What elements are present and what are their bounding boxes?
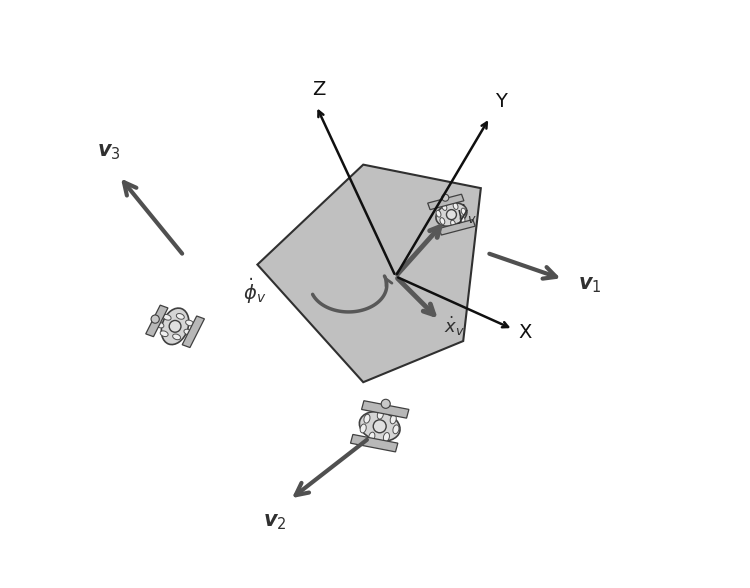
Ellipse shape — [161, 308, 189, 345]
Ellipse shape — [393, 425, 399, 434]
Text: Y: Y — [496, 92, 507, 111]
Ellipse shape — [436, 211, 441, 217]
Text: $\dot{\phi}_v$: $\dot{\phi}_v$ — [243, 276, 266, 306]
Text: X: X — [518, 323, 532, 342]
Text: Z: Z — [313, 80, 326, 99]
Ellipse shape — [360, 424, 366, 433]
Ellipse shape — [436, 203, 467, 226]
Circle shape — [446, 210, 457, 220]
Polygon shape — [439, 219, 476, 235]
Ellipse shape — [359, 412, 400, 441]
Ellipse shape — [364, 415, 370, 423]
Ellipse shape — [156, 322, 164, 328]
Ellipse shape — [377, 410, 383, 419]
Polygon shape — [427, 194, 464, 210]
Polygon shape — [146, 305, 168, 337]
Circle shape — [381, 399, 390, 408]
Text: $\boldsymbol{v}_2$: $\boldsymbol{v}_2$ — [263, 512, 287, 532]
Circle shape — [442, 194, 448, 201]
Ellipse shape — [383, 433, 389, 442]
Ellipse shape — [369, 432, 375, 441]
Polygon shape — [350, 435, 398, 452]
Ellipse shape — [172, 334, 181, 340]
Text: $\dot{x}_v$: $\dot{x}_v$ — [445, 315, 465, 338]
Ellipse shape — [160, 331, 168, 336]
Ellipse shape — [461, 208, 466, 215]
Ellipse shape — [451, 220, 455, 227]
Ellipse shape — [453, 203, 458, 209]
Ellipse shape — [176, 313, 184, 319]
Circle shape — [151, 315, 159, 323]
Polygon shape — [362, 400, 409, 418]
Ellipse shape — [440, 218, 445, 225]
Text: $\boldsymbol{v}_3$: $\boldsymbol{v}_3$ — [98, 142, 122, 162]
Ellipse shape — [460, 216, 465, 223]
Text: $\dot{y}_v$: $\dot{y}_v$ — [456, 202, 477, 227]
Circle shape — [374, 420, 386, 433]
Text: $\boldsymbol{v}_1$: $\boldsymbol{v}_1$ — [578, 275, 602, 295]
Ellipse shape — [164, 315, 171, 320]
Polygon shape — [182, 316, 205, 348]
Ellipse shape — [184, 329, 192, 335]
Ellipse shape — [185, 320, 194, 326]
Circle shape — [170, 320, 181, 332]
Ellipse shape — [442, 203, 447, 211]
Ellipse shape — [390, 415, 396, 424]
Polygon shape — [257, 165, 481, 382]
